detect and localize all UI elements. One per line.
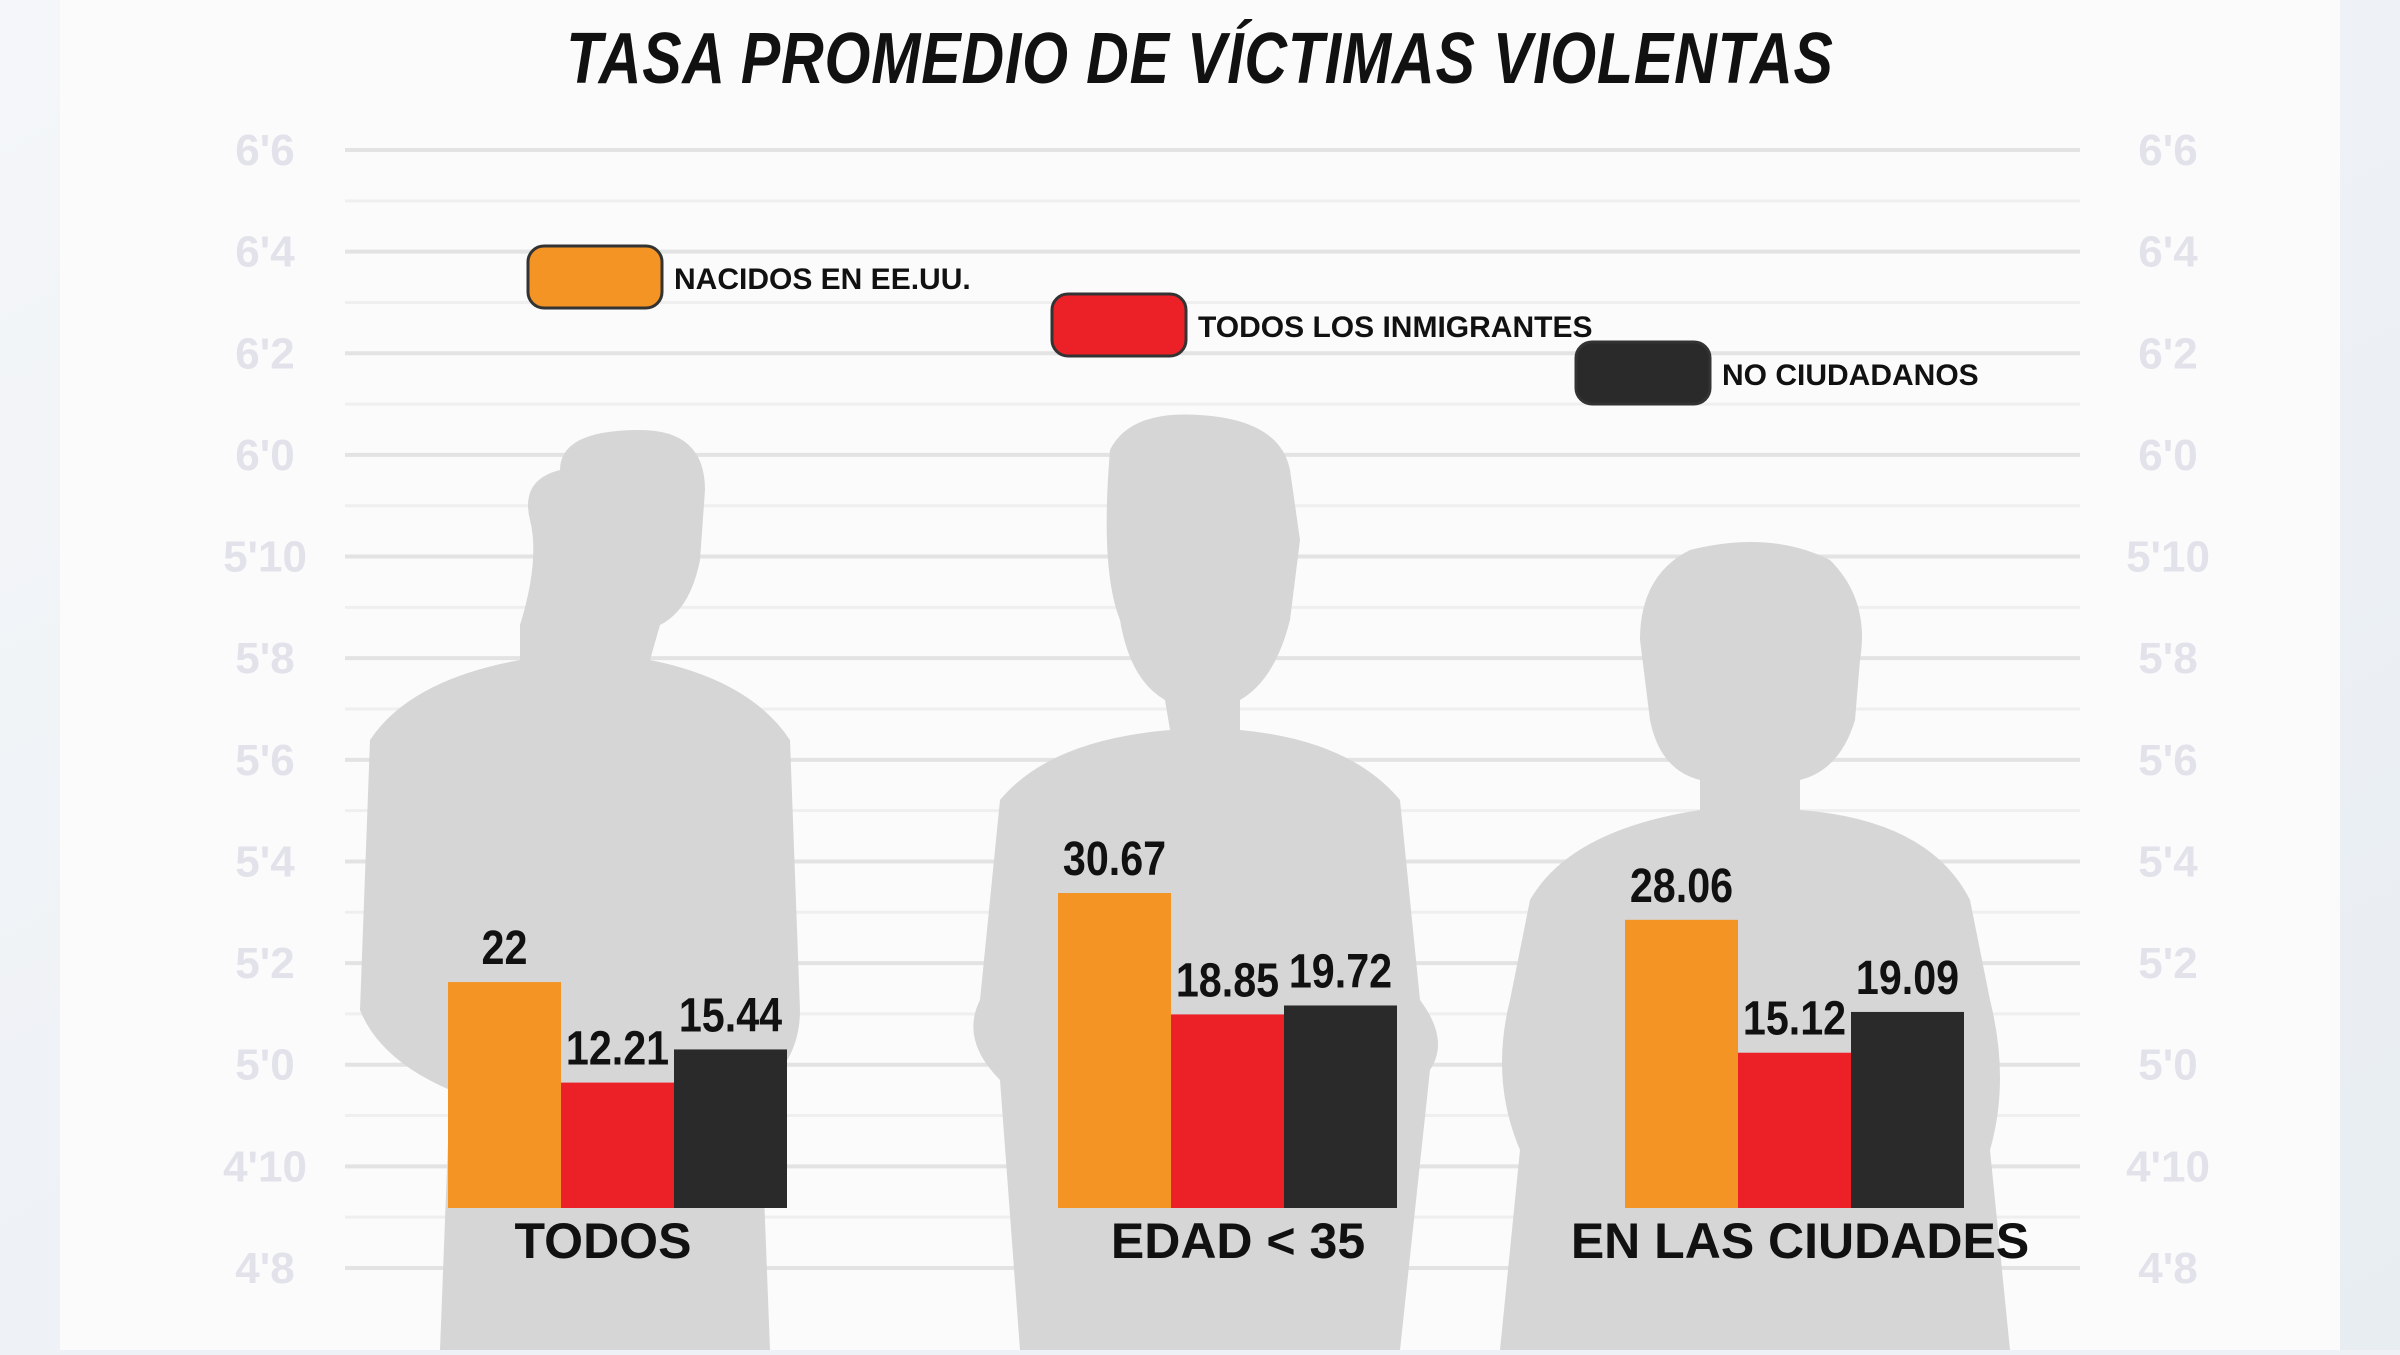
bar [1171,1014,1284,1208]
legend-label: TODOS LOS INMIGRANTES [1198,311,1592,344]
height-tick-right: 5'2 [2138,939,2197,988]
bar-value-label: 30.67 [1063,832,1166,886]
height-tick-right: 5'0 [2138,1041,2197,1090]
height-tick-right: 4'10 [2126,1142,2210,1191]
bar-value-label: 19.72 [1289,945,1392,999]
bar-value-label: 15.44 [679,989,782,1043]
legend: NACIDOS EN EE.UU. TODOS LOS INMIGRANTES NO… [526,244,1979,406]
height-tick-left: 5'2 [235,939,294,988]
height-tick-left: 5'10 [223,533,307,582]
legend-swatch [526,244,664,310]
bar [674,1049,787,1208]
height-tick-left: 4'8 [235,1244,294,1293]
bar-value-label: 22 [482,921,528,975]
category-labels: TODOS EDAD < 35 EN LAS CIUDADES [515,1213,2030,1269]
chart-title: TASA PROMEDIO DE VÍCTIMAS VIOLENTAS [566,19,1834,99]
silhouettes [360,414,2010,1350]
height-tick-left: 4'10 [223,1142,307,1191]
bars [448,893,1964,1208]
height-tick-right: 5'6 [2138,736,2197,785]
legend-label: NO CIUDADANOS [1722,359,1979,392]
height-tick-left: 5'0 [235,1041,294,1090]
height-tick-left: 6'4 [235,228,295,277]
bar [448,982,561,1208]
legend-swatch [1050,292,1188,358]
bar [1625,919,1738,1208]
height-tick-right: 5'4 [2138,837,2198,886]
height-tick-right: 6'0 [2138,431,2197,480]
bar-value-label: 19.09 [1856,951,1959,1005]
height-tick-left: 6'0 [235,431,294,480]
height-tick-left: 6'6 [235,126,294,175]
height-tick-right: 5'10 [2126,533,2210,582]
category-label: EN LAS CIUDADES [1571,1213,2029,1269]
bar [1851,1011,1964,1208]
height-tick-right: 5'8 [2138,634,2197,683]
category-label: TODOS [515,1213,692,1269]
height-tick-right: 6'2 [2138,329,2197,378]
height-tick-left: 5'8 [235,634,294,683]
bar-value-label: 18.85 [1176,954,1279,1008]
bar-value-label: 12.21 [566,1022,669,1076]
height-tick-right: 6'6 [2138,126,2197,175]
value-labels: 22 30.67 28.06 12.21 18.85 15.12 15.44 19.72 19.… [482,832,1960,1075]
legend-label: NACIDOS EN EE.UU. [674,263,971,296]
height-tick-right: 4'8 [2138,1244,2197,1293]
bar-value-label: 15.12 [1743,992,1846,1046]
bar [1738,1052,1851,1208]
category-label: EDAD < 35 [1111,1213,1365,1269]
legend-swatch [1574,340,1712,406]
bar-value-label: 28.06 [1630,859,1733,913]
bar [1058,893,1171,1208]
height-tick-left: 6'2 [235,329,294,378]
height-tick-left: 5'4 [235,837,295,886]
height-tick-left: 5'6 [235,736,294,785]
height-tick-right: 6'4 [2138,228,2198,277]
bar [561,1082,674,1208]
bar [1284,1005,1397,1208]
